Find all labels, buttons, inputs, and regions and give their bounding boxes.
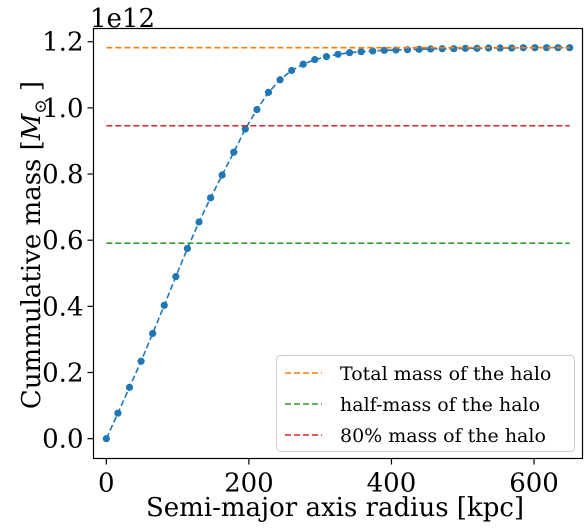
data-point: [206, 194, 215, 202]
data-point: [230, 148, 238, 156]
y-axis-label: Cummulative mass [M⊙ ]: [17, 81, 51, 409]
data-point: [114, 409, 122, 417]
x-tick-label: 0: [98, 469, 115, 499]
y-tick-label: 1.2: [42, 28, 83, 58]
data-point: [241, 125, 249, 133]
data-point: [357, 48, 365, 56]
data-point: [195, 218, 203, 226]
data-point: [311, 55, 319, 64]
y-axis-label-text: Cummulative mass [: [17, 140, 47, 409]
data-point: [334, 50, 342, 58]
legend-label: Total mass of the halo: [340, 363, 551, 385]
data-point: [369, 47, 377, 55]
y-tick-label: 0.8: [42, 160, 83, 190]
y-axis-label-subscript: ⊙: [31, 99, 51, 113]
data-point: [253, 105, 261, 114]
x-axis: 0 200 400 600: [98, 458, 559, 499]
data-point: [264, 88, 273, 96]
data-point: [149, 329, 157, 338]
y-tick-label: 1.0: [42, 94, 83, 124]
data-point: [461, 44, 470, 52]
data-point: [322, 53, 331, 61]
x-tick-label: 600: [509, 469, 559, 499]
data-point: [542, 44, 551, 52]
data-point: [415, 45, 423, 53]
y-offset-label: 1e12: [90, 4, 155, 34]
x-tick-label: 400: [367, 469, 417, 499]
data-point: [125, 383, 134, 391]
legend: Total mass of the halo half-mass of the h…: [276, 355, 575, 452]
legend-entries: Total mass of the halo half-mass of the h…: [285, 363, 551, 447]
data-point: [496, 44, 504, 52]
data-point: [218, 171, 226, 179]
data-point: [276, 76, 284, 84]
y-tick-label: 0.4: [42, 292, 83, 322]
plot-frame: [92, 27, 584, 460]
data-point: [566, 44, 574, 52]
x-axis-label: Semi-major axis radius [kpc]: [146, 493, 524, 523]
data-point: [450, 45, 458, 53]
legend-box: [276, 355, 575, 452]
y-tick-label: 0.2: [42, 359, 83, 389]
legend-label: 80% mass of the halo: [340, 425, 546, 447]
data-point: [137, 357, 145, 365]
data-point: [380, 46, 388, 54]
y-axis-label-symbol: M: [17, 112, 47, 141]
data-point: [427, 45, 435, 53]
data-point: [183, 244, 192, 253]
data-point: [102, 435, 110, 443]
plot-area: [102, 44, 574, 443]
y-tick-label: 0.6: [42, 226, 83, 256]
data-point: [438, 45, 446, 53]
y-axis-label-close: ]: [17, 81, 47, 99]
data-point: [299, 60, 307, 68]
data-point: [288, 66, 296, 75]
data-point: [172, 272, 180, 281]
y-axis: 0.0 0.2 0.4 0.6 0.8 1.0 1.2: [42, 28, 94, 455]
data-point: [345, 49, 354, 57]
data-point: [160, 301, 168, 309]
legend-label: half-mass of the halo: [340, 394, 540, 416]
y-tick-label: 0.0: [42, 425, 83, 455]
x-tick-label: 200: [224, 469, 274, 499]
